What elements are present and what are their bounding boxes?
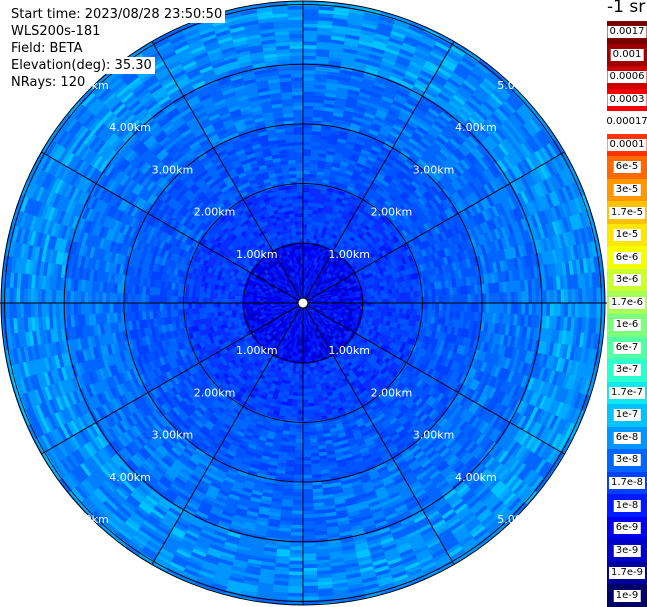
range-ring-label: 3.00km	[413, 163, 455, 176]
nrays-label: NRays: 120	[8, 74, 89, 91]
start-time-label: Start time: 2023/08/28 23:50:50	[8, 6, 226, 23]
range-ring-label: 5.00km	[67, 513, 109, 526]
azimuth-spoke	[151, 302, 304, 565]
colorbar-segment: 0.00017	[604, 111, 647, 135]
instrument-label: WLS200s-181	[8, 23, 104, 40]
range-ring-label: 3.00km	[152, 429, 194, 442]
colorbar-segment: 6e-5	[607, 156, 647, 180]
range-ring-label: 1.00km	[236, 344, 278, 357]
ppi-scan-plot: 1.00km 1.00km 1.00km 1.00km 2.00km 2.00km 2.00…	[0, 0, 607, 606]
colorbar-segment: 3e-6	[607, 268, 647, 292]
range-ring-label: 3.00km	[152, 163, 194, 176]
colorbar-label: 1.7e-9	[608, 567, 646, 580]
colorbar-segment: 0.0017	[607, 21, 647, 45]
colorbar-label: 0.0006	[607, 71, 647, 84]
scan-cells	[242, 242, 364, 364]
colorbar-title: -1 sr	[607, 0, 646, 17]
scan-data	[1, 1, 605, 605]
colorbar-label: 6e-8	[613, 431, 641, 444]
scan-cells	[123, 123, 479, 482]
scan-cells	[184, 184, 421, 422]
colorbar-label: 1e-9	[613, 589, 641, 602]
range-ring-label: 5.00km	[497, 513, 539, 526]
range-ring-labels: 1.00km 1.00km 1.00km 1.00km 2.00km 2.00km 2.00…	[67, 79, 539, 526]
azimuth-spoke	[302, 302, 565, 455]
range-ring-label: 1.00km	[328, 344, 370, 357]
scan-cells	[1, 1, 604, 605]
colorbar-label: 1.7e-8	[608, 477, 646, 490]
colorbar-label: 1e-8	[613, 499, 641, 512]
colorbar-segment: 0.0001	[607, 133, 647, 157]
azimuth-spoke	[302, 151, 565, 304]
colorbar-label: 3e-7	[613, 364, 641, 377]
colorbar-segment: 1e-8	[607, 494, 647, 518]
field-label: Field: BETA	[8, 40, 86, 57]
center-marker	[297, 297, 309, 309]
range-ring-label: 4.00km	[455, 471, 497, 484]
colorbar-label: 1e-5	[613, 229, 641, 242]
colorbar-segment: 3e-5	[607, 178, 647, 202]
colorbar-segment: 6e-6	[607, 246, 647, 270]
colorbar: 0.0017 0.001 0.0006 0.0003 0.00017 0.0001 6e-5…	[604, 21, 647, 607]
colorbar-label: 3e-6	[613, 274, 641, 287]
azimuth-spokes	[0, 1, 607, 605]
colorbar-segment: 6e-8	[607, 426, 647, 450]
azimuth-spoke	[302, 302, 455, 565]
colorbar-label: 0.0003	[607, 93, 647, 106]
colorbar-label: 1.7e-5	[608, 206, 646, 219]
colorbar-label: 1.7e-6	[608, 296, 646, 309]
azimuth-spoke	[41, 302, 304, 455]
range-ring-label: 1.00km	[236, 248, 278, 261]
range-ring-label: 4.00km	[109, 121, 151, 134]
colorbar-segment: 6e-7	[607, 336, 647, 360]
colorbar-segment: 3e-9	[607, 539, 647, 563]
colorbar-segment: 1e-9	[607, 584, 647, 607]
colorbar-label: 6e-6	[613, 251, 641, 264]
azimuth-spoke	[41, 151, 304, 304]
colorbar-label: 1e-6	[613, 319, 641, 332]
colorbar-label: 0.001	[610, 48, 644, 61]
range-ring-label: 2.00km	[194, 386, 236, 399]
colorbar-segment: 1.7e-6	[607, 291, 647, 315]
colorbar-segment: 3e-8	[607, 449, 647, 473]
colorbar-label: 3e-9	[613, 544, 641, 557]
colorbar-label: 0.0001	[607, 138, 647, 151]
colorbar-segment: 0.0003	[607, 88, 647, 112]
range-ring-label: 2.00km	[371, 206, 413, 219]
range-ring-label: 4.00km	[109, 471, 151, 484]
scan-cells	[1, 5, 605, 605]
range-ring-label: 4.00km	[455, 121, 497, 134]
colorbar-label: 3e-5	[613, 184, 641, 197]
range-ring-label: 5.00km	[497, 79, 539, 92]
colorbar-label: 1.7e-7	[608, 386, 646, 399]
colorbar-segment: 0.001	[607, 43, 647, 67]
colorbar-segment: 1e-7	[607, 404, 647, 428]
elevation-label: Elevation(deg): 35.30	[8, 57, 155, 74]
range-ring-label: 2.00km	[371, 386, 413, 399]
colorbar-label: 3e-8	[613, 454, 641, 467]
azimuth-spoke	[151, 41, 304, 304]
scan-info-box: Start time: 2023/08/28 23:50:50 WLS200s-…	[8, 6, 226, 91]
colorbar-label: 0.00017	[604, 116, 647, 129]
colorbar-label: 6e-9	[613, 522, 641, 535]
colorbar-segment: 1.7e-5	[607, 201, 647, 225]
colorbar-label: 0.0017	[607, 26, 647, 39]
colorbar-segment: 0.0006	[607, 66, 647, 90]
colorbar-segment: 1.7e-9	[607, 561, 647, 585]
range-ring-label: 3.00km	[413, 429, 455, 442]
colorbar-segment: 1.7e-7	[607, 381, 647, 405]
azimuth-spoke	[302, 41, 455, 304]
colorbar-segment: 6e-9	[607, 516, 647, 540]
colorbar-label: 1e-7	[613, 409, 641, 422]
range-ring-label: 1.00km	[328, 248, 370, 261]
colorbar-label: 6e-5	[613, 161, 641, 174]
colorbar-label: 6e-7	[613, 341, 641, 354]
colorbar-segment: 3e-7	[607, 359, 647, 383]
scan-cells	[64, 63, 541, 544]
scan-cells	[1, 1, 604, 601]
colorbar-segment: 1e-5	[607, 223, 647, 247]
colorbar-segment: 1.7e-8	[607, 471, 647, 495]
colorbar-segment: 1e-6	[607, 314, 647, 338]
range-ring-label: 2.00km	[194, 206, 236, 219]
